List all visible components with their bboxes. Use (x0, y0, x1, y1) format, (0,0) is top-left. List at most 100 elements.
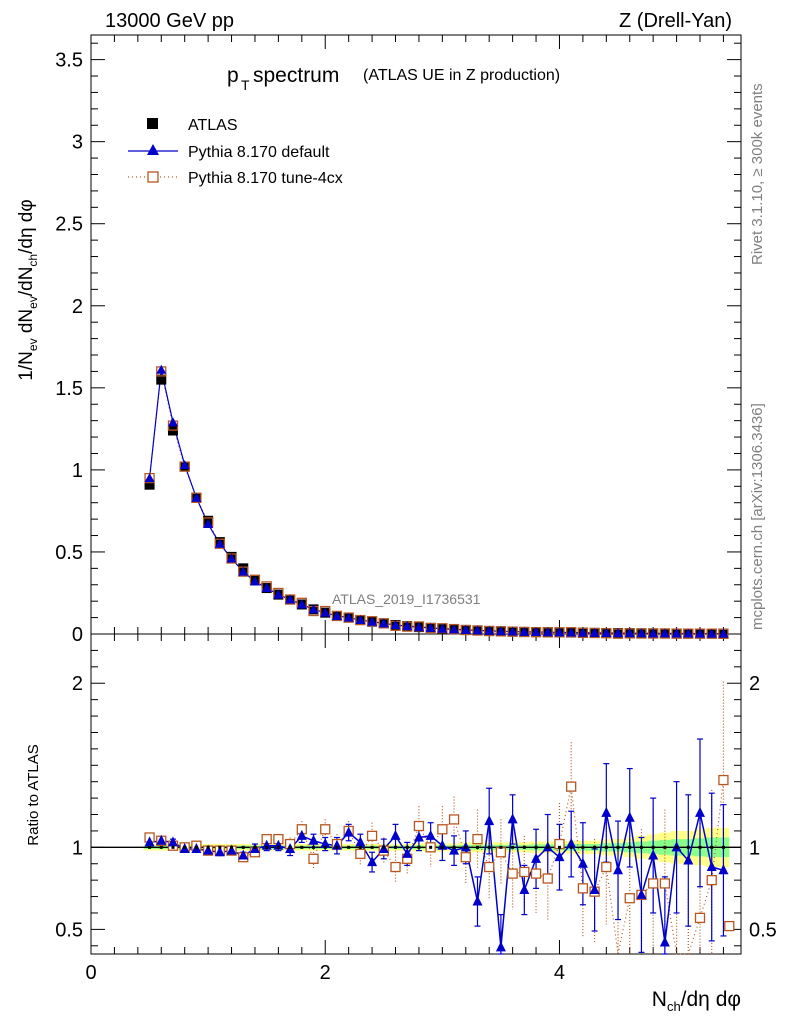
default-marker (203, 519, 214, 529)
default-ratio-marker (261, 839, 272, 850)
tune-ratio-marker (320, 824, 331, 835)
default-marker (249, 576, 260, 586)
default-ratio-marker (566, 838, 577, 849)
atlas-ratio-marker (487, 845, 491, 849)
default-ratio-marker (425, 829, 436, 840)
default-ratio-marker (589, 884, 600, 894)
default-ratio-marker (659, 936, 670, 947)
atlas-ratio-marker (300, 845, 304, 849)
default-ratio-marker (706, 861, 717, 872)
tune-ratio-marker (437, 824, 448, 835)
y-tick-label: 3.5 (55, 50, 83, 72)
default-ratio-marker (296, 829, 307, 840)
ratio-tick-label-right: 1 (749, 837, 760, 859)
tune-ratio-marker (519, 866, 530, 878)
tune-ratio-marker (601, 861, 612, 873)
tune-ratio-marker (624, 893, 635, 904)
default-ratio-marker (402, 847, 413, 858)
atlas-ratio-marker (312, 845, 316, 849)
atlas-marker (156, 374, 167, 385)
atlas-ratio-marker (183, 845, 187, 849)
title-word: spectrum (253, 64, 339, 87)
default-ratio-marker (355, 836, 366, 847)
default-marker (355, 615, 366, 625)
default-marker (167, 417, 178, 427)
default-marker (390, 619, 401, 629)
atlas-ratio-marker (253, 845, 257, 849)
default-ratio-marker (238, 849, 249, 860)
x-axis-label: Nch/dη dφ (652, 988, 741, 1014)
default-marker (671, 628, 682, 638)
legend: ATLAS Pythia 8.170 default Pythia 8.170 … (128, 117, 343, 187)
atlas-ratio-marker (663, 845, 667, 849)
tune-ratio-marker (460, 852, 471, 863)
default-marker (261, 583, 272, 593)
atlas-ratio-marker (604, 845, 608, 849)
atlas-ratio-marker (522, 845, 526, 849)
default-ratio-marker (308, 834, 319, 845)
atlas-ratio-marker (171, 845, 175, 849)
atlas-ratio-marker (639, 845, 643, 849)
atlas-ratio-marker (347, 845, 351, 849)
x-tick-label: 4 (554, 962, 565, 984)
default-marker (378, 618, 389, 628)
atlas-ratio-marker (628, 845, 632, 849)
atlas-marker (144, 479, 155, 490)
atlas-ratio-marker (511, 845, 515, 849)
default-marker (343, 612, 354, 622)
atlas-ratio-marker (159, 845, 163, 849)
default-ratio-marker (601, 806, 612, 817)
default-marker (449, 624, 460, 634)
atlas-ratio-marker (464, 845, 468, 849)
default-ratio-marker (226, 844, 237, 855)
ratio-tick-label: 0.5 (55, 919, 83, 941)
default-marker (460, 624, 471, 634)
x-tick-label: 2 (320, 962, 331, 984)
ratio-panel-frame (90, 633, 742, 955)
atlas-ratio-marker (218, 845, 222, 849)
atlas-ratio-marker (288, 845, 292, 849)
atlas-ratio-marker (230, 845, 234, 849)
default-marker (683, 628, 694, 638)
atlas-ratio-marker (358, 845, 362, 849)
default-ratio-marker (636, 888, 647, 899)
analysis-tag: ATLAS_2019_I1736531 (332, 591, 481, 607)
default-marker (484, 625, 495, 635)
tune-ratio-marker (484, 861, 495, 873)
default-marker (156, 364, 167, 374)
default-marker (144, 473, 155, 483)
default-ratio-marker (390, 829, 401, 840)
tune-ratio-marker (659, 878, 671, 889)
y-tick-label: 0 (72, 624, 83, 646)
ratio-tick-label-right: 0.5 (749, 919, 777, 941)
atlas-ratio-marker (569, 845, 573, 849)
plot-title: p T spectrum (ATLAS UE in Z production) (227, 64, 560, 93)
tune-ratio-marker (577, 883, 589, 894)
default-marker (296, 599, 307, 609)
atlas-ratio-marker (651, 845, 655, 849)
tune-ratio-marker (355, 848, 366, 860)
default-marker (331, 610, 342, 620)
atlas-ratio-marker (148, 845, 152, 849)
legend-marker-data (147, 118, 158, 129)
legend-marker-default (147, 144, 159, 155)
title-main: p (227, 64, 239, 87)
atlas-ratio-marker (581, 845, 585, 849)
tune-ratio-marker (706, 875, 717, 886)
legend-label-tune: Pythia 8.170 tune-4cx (188, 170, 343, 187)
default-marker (425, 622, 436, 632)
atlas-ratio-marker (394, 845, 398, 849)
axes-layer: 00.511.522.533.50 2 40.5 0.51 12 2 (55, 35, 777, 984)
atlas-ratio-marker (499, 845, 503, 849)
default-marker (706, 628, 717, 638)
default-ratio-marker (144, 836, 155, 847)
default-ratio-marker (156, 834, 167, 845)
y-tick-label: 0.5 (55, 542, 83, 564)
atlas-ratio-marker (206, 845, 210, 849)
atlas-ratio-marker (241, 845, 245, 849)
default-ratio-marker (273, 839, 284, 850)
atlas-ratio-marker (382, 845, 386, 849)
atlas-ratio-marker (335, 845, 339, 849)
atlas-ratio-marker (265, 845, 269, 849)
tune-ratio-marker (542, 873, 553, 884)
